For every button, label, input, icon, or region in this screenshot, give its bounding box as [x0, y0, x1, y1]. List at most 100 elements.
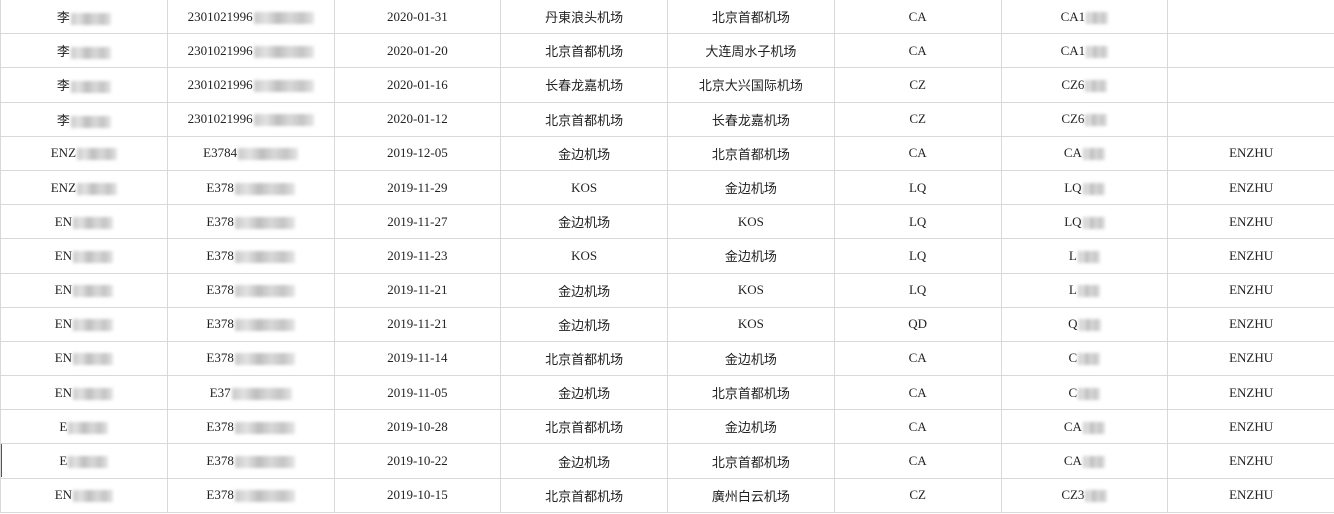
flight-cell[interactable]: CA — [1000, 409, 1169, 445]
name-cell[interactable]: ENZ — [0, 135, 168, 171]
destination-cell[interactable]: 北京首都机场 — [667, 443, 835, 479]
date-cell[interactable]: 2019-11-21 — [333, 306, 502, 342]
passenger-cell[interactable] — [1167, 101, 1334, 137]
date-cell[interactable]: 2020-01-16 — [333, 67, 502, 103]
destination-cell[interactable]: 廣州白云机场 — [667, 477, 835, 513]
origin-cell[interactable]: 金边机场 — [500, 443, 668, 479]
airline-cell[interactable]: CA — [833, 375, 1002, 411]
airline-cell[interactable]: CA — [833, 443, 1002, 479]
origin-cell[interactable]: KOS — [500, 169, 668, 206]
date-cell[interactable]: 2019-10-15 — [333, 477, 502, 513]
id-cell[interactable]: 2301021996 — [166, 33, 335, 69]
name-cell[interactable]: EN — [0, 340, 168, 377]
airline-cell[interactable]: CZ — [833, 67, 1002, 103]
date-cell[interactable]: 2020-01-12 — [333, 101, 502, 137]
name-cell[interactable]: EN — [0, 306, 168, 342]
flight-cell[interactable]: C — [1000, 340, 1169, 377]
date-cell[interactable]: 2019-11-21 — [333, 272, 502, 308]
id-cell[interactable]: E378 — [166, 340, 335, 377]
origin-cell[interactable]: KOS — [500, 238, 668, 274]
id-cell[interactable]: E378 — [166, 272, 335, 308]
id-cell[interactable]: E378 — [166, 443, 335, 479]
destination-cell[interactable]: 大连周水子机场 — [667, 33, 835, 69]
date-cell[interactable]: 2019-10-28 — [333, 409, 502, 445]
name-cell[interactable]: 李 — [0, 33, 168, 69]
id-cell[interactable]: 2301021996 — [166, 101, 335, 137]
id-cell[interactable]: E37 — [166, 375, 335, 411]
id-cell[interactable]: E378 — [166, 409, 335, 445]
date-cell[interactable]: 2019-11-05 — [333, 375, 502, 411]
name-cell[interactable]: EN — [0, 238, 168, 274]
name-cell[interactable]: 李 — [0, 67, 168, 103]
date-cell[interactable]: 2020-01-20 — [333, 33, 502, 69]
name-cell[interactable]: EN — [0, 204, 168, 240]
flight-cell[interactable]: CZ6 — [1000, 101, 1169, 137]
passenger-cell[interactable]: ENZHU — [1167, 306, 1334, 342]
flight-cell[interactable]: Q — [1000, 306, 1169, 342]
origin-cell[interactable]: 金边机场 — [500, 306, 668, 342]
flight-cell[interactable]: L — [1000, 272, 1169, 308]
destination-cell[interactable]: 金边机场 — [667, 340, 835, 377]
destination-cell[interactable]: 金边机场 — [667, 409, 835, 445]
destination-cell[interactable]: 长春龙嘉机场 — [667, 101, 835, 137]
passenger-cell[interactable]: ENZHU — [1167, 340, 1334, 377]
origin-cell[interactable]: 北京首都机场 — [500, 477, 668, 513]
airline-cell[interactable]: CA — [833, 135, 1002, 171]
passenger-cell[interactable]: ENZHU — [1167, 443, 1334, 479]
passenger-cell[interactable] — [1167, 0, 1334, 35]
passenger-cell[interactable] — [1167, 67, 1334, 103]
flight-cell[interactable]: CZ6 — [1000, 67, 1169, 103]
airline-cell[interactable]: CZ — [833, 101, 1002, 137]
airline-cell[interactable]: CA — [833, 409, 1002, 445]
destination-cell[interactable]: KOS — [667, 204, 835, 240]
id-cell[interactable]: E378 — [166, 238, 335, 274]
airline-cell[interactable]: CA — [833, 0, 1002, 35]
flight-cell[interactable]: L — [1000, 238, 1169, 274]
airline-cell[interactable]: LQ — [833, 204, 1002, 240]
id-cell[interactable]: E378 — [166, 169, 335, 206]
name-cell[interactable]: EN — [0, 477, 168, 513]
id-cell[interactable]: 2301021996 — [166, 0, 335, 35]
date-cell[interactable]: 2020-01-31 — [333, 0, 502, 35]
flight-cell[interactable]: CA1 — [1000, 33, 1169, 69]
date-cell[interactable]: 2019-12-05 — [333, 135, 502, 171]
flight-cell[interactable]: CZ3 — [1000, 477, 1169, 513]
origin-cell[interactable]: 北京首都机场 — [500, 409, 668, 445]
id-cell[interactable]: E378 — [166, 204, 335, 240]
airline-cell[interactable]: CZ — [833, 477, 1002, 513]
passenger-cell[interactable]: ENZHU — [1167, 238, 1334, 274]
date-cell[interactable]: 2019-11-14 — [333, 340, 502, 377]
passenger-cell[interactable]: ENZHU — [1167, 409, 1334, 445]
flight-cell[interactable]: C — [1000, 375, 1169, 411]
passenger-cell[interactable] — [1167, 33, 1334, 69]
name-cell[interactable]: E — [0, 443, 168, 479]
airline-cell[interactable]: CA — [833, 340, 1002, 377]
flight-cell[interactable]: LQ — [1000, 204, 1169, 240]
destination-cell[interactable]: 金边机场 — [667, 238, 835, 274]
name-cell[interactable]: ENZ — [0, 169, 168, 206]
airline-cell[interactable]: QD — [833, 306, 1002, 342]
destination-cell[interactable]: KOS — [667, 272, 835, 308]
id-cell[interactable]: 2301021996 — [166, 67, 335, 103]
date-cell[interactable]: 2019-10-22 — [333, 443, 502, 479]
origin-cell[interactable]: 丹東浪头机场 — [500, 0, 668, 35]
origin-cell[interactable]: 北京首都机场 — [500, 33, 668, 69]
flight-cell[interactable]: LQ — [1000, 169, 1169, 206]
date-cell[interactable]: 2019-11-27 — [333, 204, 502, 240]
passenger-cell[interactable]: ENZHU — [1167, 204, 1334, 240]
airline-cell[interactable]: LQ — [833, 169, 1002, 206]
name-cell[interactable]: EN — [0, 375, 168, 411]
name-cell[interactable]: E — [0, 409, 168, 445]
origin-cell[interactable]: 北京首都机场 — [500, 101, 668, 137]
flight-cell[interactable]: CA — [1000, 443, 1169, 479]
name-cell[interactable]: EN — [0, 272, 168, 308]
airline-cell[interactable]: CA — [833, 33, 1002, 69]
destination-cell[interactable]: 金边机场 — [667, 169, 835, 206]
name-cell[interactable]: 李 — [0, 0, 168, 35]
destination-cell[interactable]: 北京首都机场 — [667, 375, 835, 411]
origin-cell[interactable]: 北京首都机场 — [500, 340, 668, 377]
flight-cell[interactable]: CA1 — [1000, 0, 1169, 35]
flight-cell[interactable]: CA — [1000, 135, 1169, 171]
airline-cell[interactable]: LQ — [833, 238, 1002, 274]
airline-cell[interactable]: LQ — [833, 272, 1002, 308]
